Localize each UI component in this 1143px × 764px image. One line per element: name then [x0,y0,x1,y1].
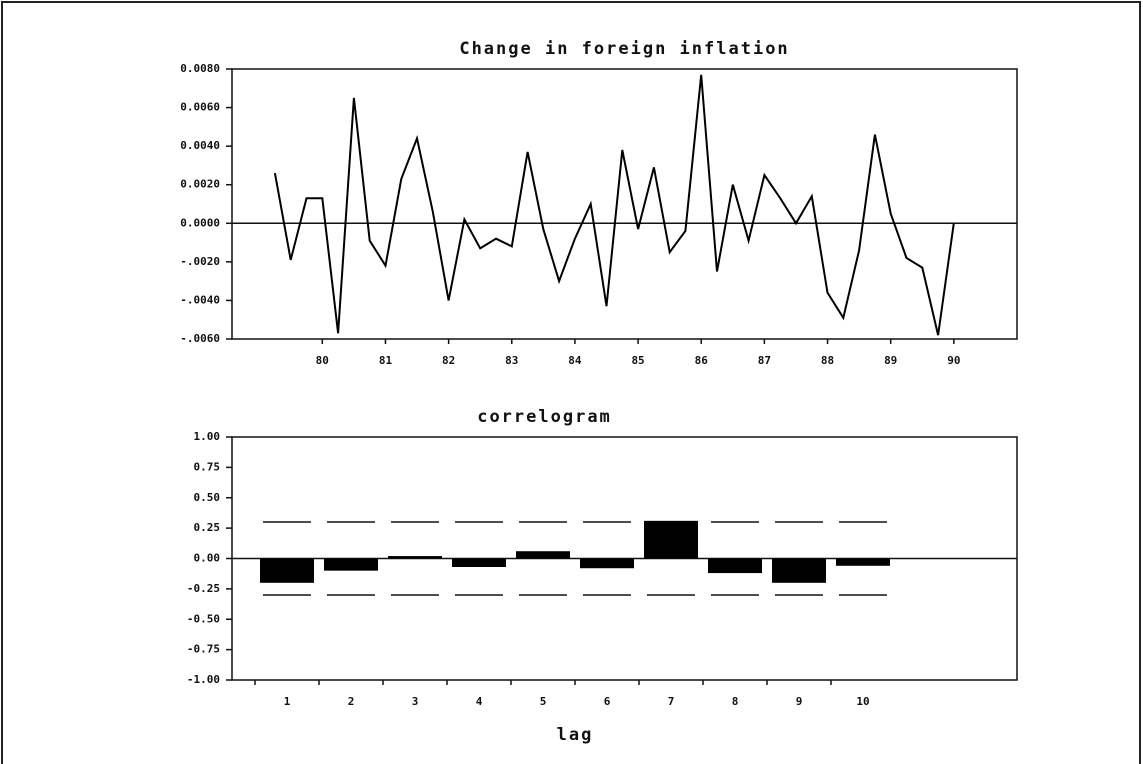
x-tick-label: 4 [476,695,483,708]
x-tick-label: 7 [668,695,675,708]
y-tick-label: -0.50 [187,612,220,625]
x-tick-label: 87 [758,354,771,367]
x-tick-label: 10 [856,695,869,708]
x-axis-label: lag [557,725,594,745]
y-tick-label: -.0040 [180,293,220,306]
bar [836,558,890,566]
x-tick-label: 85 [631,354,644,367]
chart-title: Change in foreign inflation [459,39,789,59]
bar [260,558,314,583]
x-tick-label: 80 [316,354,329,367]
bar [452,558,506,568]
y-tick-label: -1.00 [187,673,220,686]
bar [388,556,442,559]
y-tick-label: -.0020 [180,255,220,268]
x-tick-label: 6 [604,695,611,708]
bar [516,551,570,559]
x-tick-label: 81 [379,354,393,367]
x-tick-label: 86 [695,354,709,367]
y-tick-label: 0.0080 [180,62,220,75]
x-tick-label: 9 [796,695,803,708]
x-tick-label: 88 [821,354,834,367]
y-tick-label: 1.00 [194,430,221,443]
x-tick-label: 3 [412,695,419,708]
bar [644,520,698,559]
y-tick-label: 0.0060 [180,101,220,114]
bar [772,558,826,583]
x-tick-label: 5 [540,695,547,708]
y-tick-label: 0.0000 [180,216,220,229]
y-tick-label: 0.0020 [180,178,220,191]
y-tick-label: 0.00 [194,552,221,565]
x-tick-label: 1 [284,695,291,708]
y-tick-label: 0.0040 [180,139,220,152]
x-tick-label: 84 [568,354,582,367]
y-tick-label: -0.25 [187,582,220,595]
y-tick-label: 0.25 [194,521,221,534]
x-tick-label: 83 [505,354,518,367]
x-tick-label: 90 [947,354,960,367]
chart-title: correlogram [477,407,612,427]
plot-frame [231,68,1018,340]
bar [580,558,634,569]
series-line [273,74,955,336]
y-tick-label: -0.75 [187,643,220,656]
x-tick-label: 82 [442,354,455,367]
x-tick-label: 89 [884,354,897,367]
bar [708,558,762,574]
bar [324,558,378,571]
x-tick-label: 8 [732,695,739,708]
y-tick-label: -.0060 [180,332,220,345]
y-tick-label: 0.50 [194,491,221,504]
x-tick-label: 2 [348,695,355,708]
y-tick-label: 0.75 [194,460,221,473]
